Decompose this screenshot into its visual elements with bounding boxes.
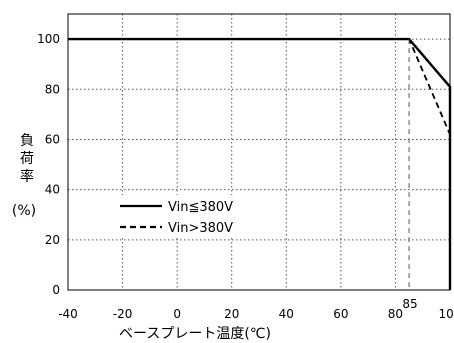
y-axis-label-char-1: 負	[20, 133, 34, 149]
series-line-vin-gt-380v	[68, 38, 451, 290]
x-tick-labels: -40 -20 0 20 40 60 80 100	[58, 307, 454, 321]
y-tick-label: 40	[45, 183, 60, 197]
y-tick-label: 100	[37, 32, 60, 46]
y-axis-label-char-3: 率	[20, 168, 34, 185]
y-tick-label: 60	[45, 132, 60, 146]
legend-label-vin-gt-380v: Vin>380V	[168, 221, 233, 236]
x-axis-label: ベースプレート温度(℃)	[119, 326, 271, 342]
legend-background	[114, 195, 252, 237]
y-axis-label-unit: (%)	[12, 203, 36, 219]
legend-label-vin-le-380v: Vin≦380V	[168, 200, 233, 215]
x-tick-label: -40	[58, 307, 78, 321]
x-tick-label: 40	[279, 307, 294, 321]
x-tick-label-85: 85	[402, 297, 417, 311]
x-tick-label: -20	[113, 307, 133, 321]
x-tick-label: 80	[388, 307, 403, 321]
y-axis-label-char-2: 荷	[20, 151, 34, 167]
series-line-vin-le-380v	[68, 37, 452, 290]
x-tick-label: 100	[439, 307, 454, 321]
x-tick-label: 20	[224, 307, 239, 321]
y-tick-labels: 0 20 40 60 80 100	[37, 32, 60, 297]
x-tick-label: 60	[333, 307, 348, 321]
plot-frame	[67, 13, 451, 291]
series-group	[68, 37, 452, 290]
y-tick-label: 0	[52, 283, 60, 297]
y-tick-label: 20	[45, 233, 60, 247]
legend: Vin≦380V Vin>380V	[114, 195, 252, 237]
x-tick-label: 0	[173, 307, 181, 321]
grid	[68, 14, 450, 290]
y-tick-label: 80	[45, 82, 60, 96]
